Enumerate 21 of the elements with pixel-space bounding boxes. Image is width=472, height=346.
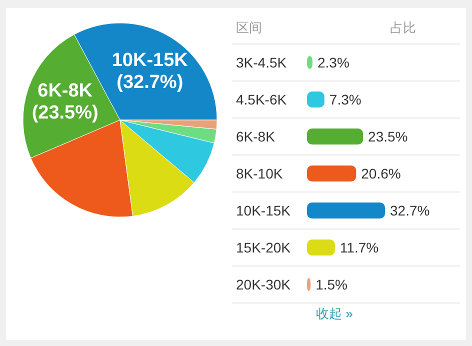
y-tick-label: 15K-20K xyxy=(236,240,292,256)
data-label: 23.5% xyxy=(368,128,408,144)
y-tick-label: 10K-15K xyxy=(236,202,292,218)
y-tick-label: 6K-8K xyxy=(236,128,276,144)
data-label: (23.5%) xyxy=(32,102,98,124)
y-axis-title: 区间 xyxy=(236,20,262,35)
x-axis-title: 占比 xyxy=(390,20,416,35)
text: 收起 » xyxy=(316,306,353,321)
y-tick-label: 3K-4.5K xyxy=(236,54,288,70)
data-label: 1.5% xyxy=(316,276,348,292)
data-label: 7.3% xyxy=(329,92,362,108)
data-label: 11.7% xyxy=(340,240,379,256)
slice-label: 10K-15K xyxy=(112,50,188,72)
data-label: 32.7% xyxy=(390,202,430,218)
data-label: 20.6% xyxy=(361,166,401,182)
slice-label: 6K-8K xyxy=(38,80,93,102)
y-tick-label: 20K-30K xyxy=(236,276,292,292)
data-label: 2.3% xyxy=(317,54,350,70)
y-tick-label: 4.5K-6K xyxy=(236,92,288,108)
y-tick-label: 8K-10K xyxy=(236,166,284,182)
data-label: (32.7%) xyxy=(116,72,184,94)
